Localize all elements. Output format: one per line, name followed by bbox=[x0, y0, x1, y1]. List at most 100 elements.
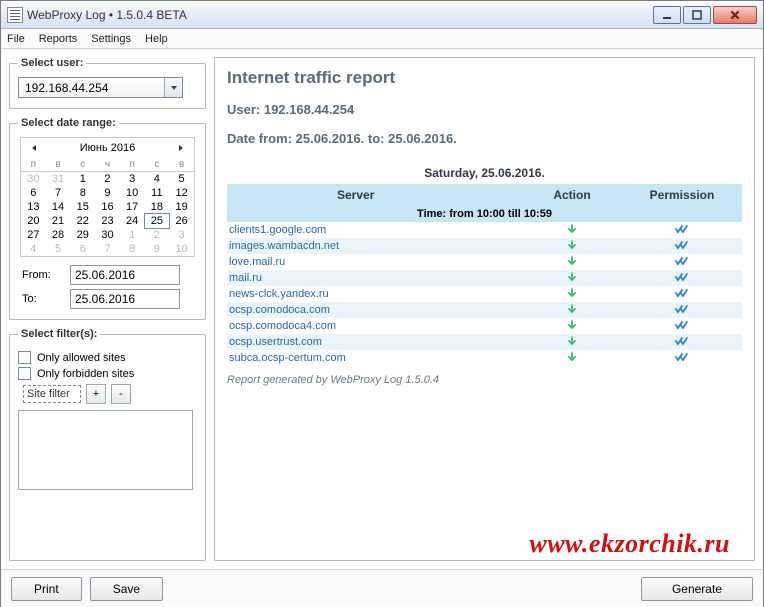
calendar-month-label: Июнь 2016 bbox=[80, 142, 136, 154]
calendar-next-button[interactable] bbox=[174, 141, 188, 155]
select-user-group: Select user: 192.168.44.254 bbox=[9, 57, 206, 109]
col-permission: Permission bbox=[622, 188, 742, 202]
calendar-day[interactable]: 8 bbox=[120, 242, 145, 256]
menu-help[interactable]: Help bbox=[145, 33, 168, 45]
calendar-day[interactable]: 5 bbox=[169, 172, 194, 187]
to-label: To: bbox=[22, 293, 62, 305]
calendar-day[interactable]: 4 bbox=[145, 172, 170, 187]
calendar-day[interactable]: 31 bbox=[46, 172, 71, 187]
server-cell: mail.ru bbox=[227, 272, 522, 284]
chevron-down-icon bbox=[164, 78, 182, 97]
only-forbidden-checkbox[interactable]: Only forbidden sites bbox=[18, 367, 197, 380]
download-icon bbox=[522, 288, 622, 301]
report-user-line: User: 192.168.44.254 bbox=[227, 102, 742, 117]
calendar-day[interactable]: 12 bbox=[169, 186, 194, 200]
add-filter-button[interactable]: + bbox=[86, 384, 106, 404]
menu-reports[interactable]: Reports bbox=[39, 33, 78, 45]
calendar-day[interactable]: 9 bbox=[145, 242, 170, 256]
calendar-day[interactable]: 27 bbox=[21, 228, 46, 242]
calendar-day[interactable]: 23 bbox=[95, 214, 120, 228]
menu-settings[interactable]: Settings bbox=[91, 33, 131, 45]
calendar-day[interactable]: 16 bbox=[95, 200, 120, 214]
server-cell: love.mail.ru bbox=[227, 256, 522, 268]
calendar-day[interactable]: 28 bbox=[46, 228, 71, 242]
permission-check-icon bbox=[622, 272, 742, 285]
report-day-header: Saturday, 25.06.2016. bbox=[227, 166, 742, 180]
calendar-day[interactable]: 9 bbox=[95, 186, 120, 200]
download-icon bbox=[522, 336, 622, 349]
calendar-day[interactable]: 19 bbox=[169, 200, 194, 214]
only-forbidden-label: Only forbidden sites bbox=[37, 368, 134, 380]
calendar[interactable]: Июнь 2016 пвсчпсв 3031123456789101112131… bbox=[20, 137, 195, 257]
server-cell: clients1.google.com bbox=[227, 224, 522, 236]
to-date-input[interactable] bbox=[70, 289, 180, 309]
window-buttons bbox=[653, 6, 763, 24]
calendar-day[interactable]: 21 bbox=[46, 214, 71, 228]
calendar-day[interactable]: 10 bbox=[169, 242, 194, 256]
calendar-day[interactable]: 25 bbox=[145, 214, 170, 228]
table-row: subca.ocsp-certum.com bbox=[227, 350, 742, 366]
calendar-day[interactable]: 13 bbox=[21, 200, 46, 214]
calendar-day[interactable]: 4 bbox=[21, 242, 46, 256]
menu-file[interactable]: File bbox=[7, 33, 25, 45]
calendar-day[interactable]: 30 bbox=[95, 228, 120, 242]
download-icon bbox=[522, 320, 622, 333]
calendar-day[interactable]: 8 bbox=[70, 186, 95, 200]
user-combobox-value: 192.168.44.254 bbox=[25, 81, 108, 95]
calendar-day[interactable]: 17 bbox=[120, 200, 145, 214]
save-button[interactable]: Save bbox=[90, 577, 163, 601]
calendar-day[interactable]: 1 bbox=[120, 228, 145, 242]
calendar-day[interactable]: 26 bbox=[169, 214, 194, 228]
filter-listbox[interactable] bbox=[18, 410, 193, 490]
footer: Print Save Generate bbox=[1, 569, 763, 607]
table-row: clients1.google.com bbox=[227, 222, 742, 238]
close-button[interactable] bbox=[713, 6, 757, 24]
table-row: mail.ru bbox=[227, 270, 742, 286]
calendar-day[interactable]: 11 bbox=[145, 186, 170, 200]
site-filter-input[interactable] bbox=[23, 385, 81, 403]
user-combobox[interactable]: 192.168.44.254 bbox=[18, 77, 183, 98]
calendar-day[interactable]: 22 bbox=[70, 214, 95, 228]
permission-check-icon bbox=[622, 336, 742, 349]
calendar-day[interactable]: 10 bbox=[120, 186, 145, 200]
download-icon bbox=[522, 256, 622, 269]
remove-filter-button[interactable]: - bbox=[111, 384, 131, 404]
download-icon bbox=[522, 304, 622, 317]
generate-button[interactable]: Generate bbox=[641, 577, 753, 601]
calendar-day[interactable]: 15 bbox=[70, 200, 95, 214]
calendar-day[interactable]: 24 bbox=[120, 214, 145, 228]
download-icon bbox=[522, 352, 622, 365]
select-user-label: Select user: bbox=[18, 57, 86, 69]
calendar-day[interactable]: 18 bbox=[145, 200, 170, 214]
table-row: news-clck.yandex.ru bbox=[227, 286, 742, 302]
calendar-day[interactable]: 6 bbox=[70, 242, 95, 256]
calendar-day[interactable]: 2 bbox=[95, 172, 120, 187]
titlebar: WebProxy Log • 1.5.0.4 BETA bbox=[1, 1, 763, 29]
calendar-prev-button[interactable] bbox=[27, 141, 41, 155]
report-pane: Internet traffic report User: 192.168.44… bbox=[214, 57, 755, 561]
time-band: Time: from 10:00 till 10:59 bbox=[227, 206, 742, 222]
only-allowed-checkbox[interactable]: Only allowed sites bbox=[18, 351, 197, 364]
maximize-button[interactable] bbox=[683, 6, 711, 24]
window-title: WebProxy Log • 1.5.0.4 BETA bbox=[27, 8, 653, 22]
calendar-day[interactable]: 1 bbox=[70, 172, 95, 187]
calendar-day[interactable]: 6 bbox=[21, 186, 46, 200]
minimize-button[interactable] bbox=[653, 6, 681, 24]
calendar-day[interactable]: 14 bbox=[46, 200, 71, 214]
calendar-day[interactable]: 5 bbox=[46, 242, 71, 256]
table-row: ocsp.comodoca.com bbox=[227, 302, 742, 318]
calendar-day[interactable]: 7 bbox=[46, 186, 71, 200]
calendar-day[interactable]: 30 bbox=[21, 172, 46, 187]
calendar-day[interactable]: 29 bbox=[70, 228, 95, 242]
select-date-group: Select date range: Июнь 2016 пвсчпсв 303… bbox=[9, 117, 206, 320]
calendar-day[interactable]: 3 bbox=[169, 228, 194, 242]
permission-check-icon bbox=[622, 256, 742, 269]
calendar-day[interactable]: 2 bbox=[145, 228, 170, 242]
calendar-day[interactable]: 7 bbox=[95, 242, 120, 256]
calendar-day[interactable]: 3 bbox=[120, 172, 145, 187]
filters-group: Select filter(s): Only allowed sites Onl… bbox=[9, 328, 206, 561]
calendar-day[interactable]: 20 bbox=[21, 214, 46, 228]
calendar-grid: пвсчпсв 30311234567891011121314151617181… bbox=[21, 158, 194, 256]
from-date-input[interactable] bbox=[70, 265, 180, 285]
print-button[interactable]: Print bbox=[11, 577, 82, 601]
